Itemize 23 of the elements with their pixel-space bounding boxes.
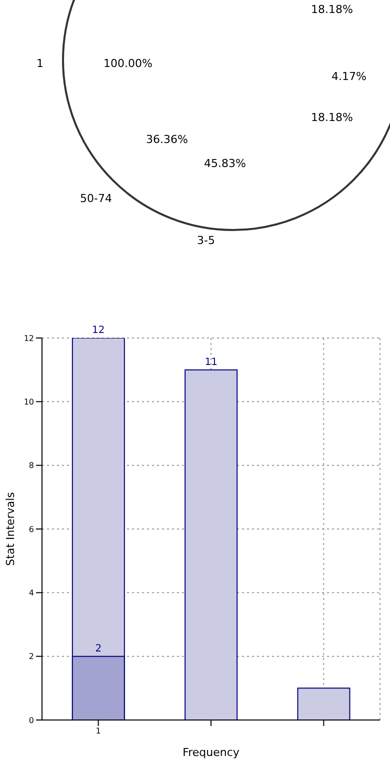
y-axis-title: Stat Intervals: [4, 492, 17, 566]
y-tick-label: 6: [28, 524, 34, 534]
text: 100.00%: [104, 57, 152, 70]
y-tick-label: 8: [28, 461, 34, 470]
data-label: 2: [95, 643, 102, 654]
y-tick-label: 10: [24, 398, 34, 407]
text: 4.17%: [332, 70, 366, 84]
text: 18.18%: [311, 111, 353, 124]
y-tick-label: 4: [28, 588, 34, 598]
data-label: 12: [92, 325, 105, 336]
y-tick-label: 0: [28, 716, 34, 725]
y-tick-label: 12: [24, 334, 34, 343]
y-tick-label: 2: [28, 652, 34, 662]
text: 36.36%: [146, 133, 188, 146]
text: 3-5: [197, 234, 215, 248]
x-axis-title: Frequency: [182, 746, 240, 759]
bar: [184, 369, 238, 720]
bar: [297, 688, 350, 720]
text: 50-74: [80, 192, 112, 206]
text: 45.83%: [204, 157, 246, 170]
data-label: 11: [204, 356, 218, 368]
text: 18.18%: [311, 3, 353, 16]
text: 1: [36, 57, 44, 70]
